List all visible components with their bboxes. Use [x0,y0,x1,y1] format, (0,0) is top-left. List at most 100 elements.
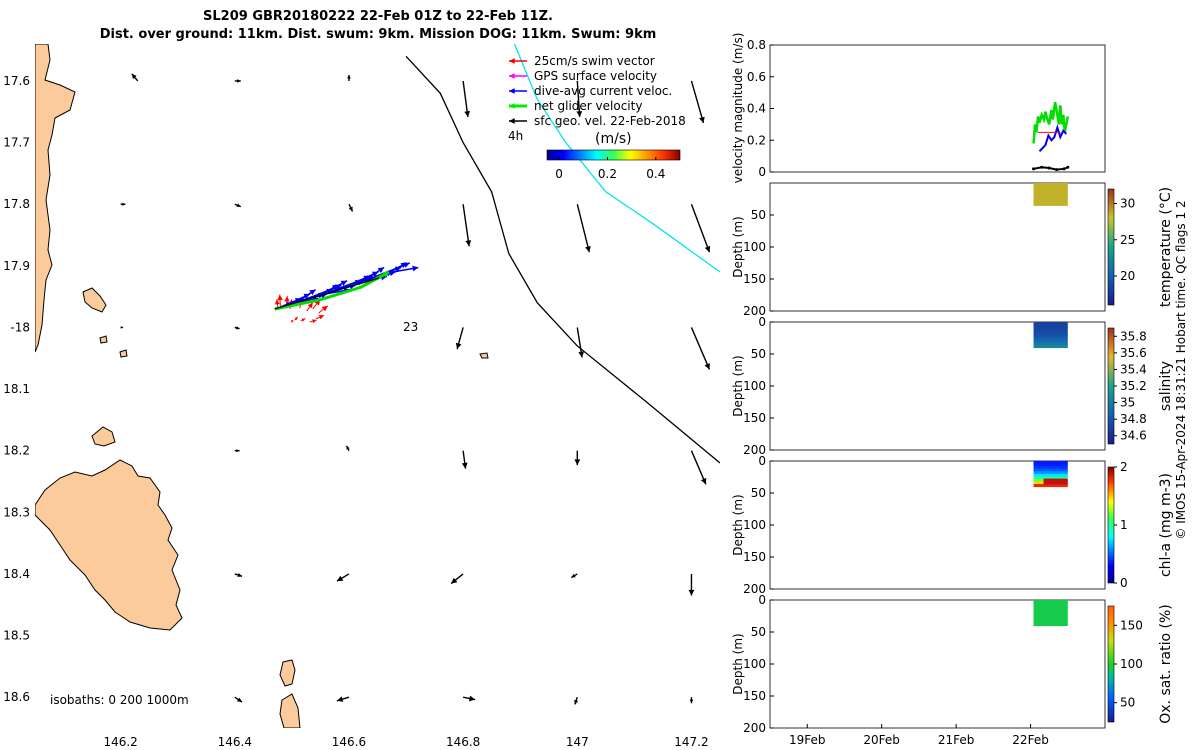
current-vector [689,697,694,704]
current-vector [690,450,707,485]
colorbar-tick-label: 100 [1120,657,1143,671]
time-tick-label: 20Feb [863,733,900,747]
current-vector [347,74,351,81]
current-vector-field [120,73,711,705]
profile-colorbar [1107,466,1115,584]
profile-cell [1033,339,1068,343]
profile-cell [1033,600,1068,604]
profile-cell [1033,183,1068,186]
current-vector [234,79,241,83]
profile-cell [1033,194,1068,197]
isobaths-label: isobaths: 0 200 1000m [50,693,189,707]
profile-cell [1033,607,1068,611]
map-y-tick-label: -18 [10,320,30,334]
velocity-point [1047,166,1051,170]
current-vector [234,203,242,208]
colorbar-tick-label: 25 [1120,233,1135,247]
swim-vector [306,302,314,312]
current-vector [234,696,243,703]
profile-cell [1033,203,1068,206]
current-vector [570,573,578,579]
legend-swatch [509,118,527,124]
profile-cell [1033,322,1068,326]
dive-avg-vector [297,288,316,303]
depth-ylabel: Depth (m) [731,355,745,416]
legend-label: GPS surface velocity [534,69,657,83]
map-x-tick-label: 146.2 [103,735,137,749]
profile-cell [1033,185,1068,188]
depth-tick-label: 100 [743,240,766,254]
map-x-tick-label: 146.6 [332,735,366,749]
depth-tick-label: 200 [743,443,766,457]
map-colorbar-tick-label: 0 [555,167,563,181]
current-vector [574,696,579,705]
current-vector [234,449,240,453]
colorbar-tick-label: 35.6 [1120,346,1147,360]
profile-cell [1033,196,1068,200]
map-y-tick-label: 18.6 [3,690,30,704]
map-x-tick-label: 147.2 [674,735,708,749]
map-title-line2: Dist. over ground: 11km. Dist. swum: 9km… [100,27,657,42]
map-y-tick-label: 18.2 [3,444,30,458]
map-y-tick-label: 18.1 [3,382,30,396]
current-vector [336,573,350,582]
scale-label: 4h [508,129,523,143]
colorbar-tick-label: 35.4 [1120,362,1147,376]
legend-label: net glider velocity [534,99,642,113]
depth-tick-label: 200 [743,721,766,735]
depth-tick-label: 50 [751,486,766,500]
colorbar-tick-label: 35.8 [1120,329,1147,343]
profile-cell [1033,332,1068,336]
profile-colorbar [1107,327,1115,445]
velocity-point [1066,165,1070,169]
depth-tick-label: 150 [743,689,766,703]
profile-colorbar [1107,605,1115,723]
current-vector [461,450,468,469]
colorbar-label: chl-a (mg m-3) [1158,473,1174,577]
map-x-ticks: 146.2 146.4 146.6 146.8 147 147.2 [103,735,708,749]
current-vector [336,696,350,702]
profile-cell [1033,198,1068,202]
current-vector [234,326,240,330]
map-y-tick-label: 17.9 [3,259,30,273]
colorbar-tick-label: 0 [1120,576,1128,590]
map-colorbar [546,149,681,161]
profile-cell [1033,334,1068,338]
profile-cell [1033,468,1068,472]
profile-cell [1033,471,1068,475]
time-tick-label: 19Feb [789,733,826,747]
current-vector [688,573,695,596]
swim-vector [300,318,306,322]
map-colorbar-tick-label: 0.4 [646,167,665,181]
chl-max-layer [1043,478,1068,485]
dive-avg-vector [365,266,385,281]
profile-cell [1033,461,1068,465]
current-vector [690,203,711,253]
velocity-y-tick-label: 0.4 [747,102,766,116]
profile-panel: 0 50 100 150 200 Depth (m) 50 100 150 Ox. sat. ra… [731,593,1174,747]
profile-cell [1033,605,1068,609]
velocity-y-tick-label: 0.2 [747,133,766,147]
map-y-tick-label: 17.7 [3,136,30,150]
glider-track [274,262,419,324]
velocity-y-tick-label: 0 [758,165,766,179]
colorbar-tick-label: 35.2 [1120,379,1147,393]
velocity-series-line [1038,124,1068,153]
current-vector [462,695,476,702]
velocity-ylabel: velocity magnitude (m/s) [731,33,745,184]
legend-swatch [509,58,527,64]
profile-cell [1033,342,1068,346]
swim-vector [318,305,329,314]
profile-panel: 0 50 100 150 200 Depth (m) 34.6 34.8 35 35.2 35.4 3… [731,315,1174,457]
depth-tick-label: 200 [743,304,766,318]
map-panel: 146.2 146.4 146.6 146.8 147 147.2 17.617.717.… [3,44,720,749]
colorbar-label: temperature (°C) [1158,187,1174,307]
depth-tick-label: 200 [743,582,766,596]
current-vector [450,573,464,585]
profile-cell [1033,602,1068,606]
coastline-land [35,44,489,728]
swim-vector [315,314,325,320]
map-y-tick-label: 17.8 [3,197,30,211]
swim-vector [290,319,294,323]
